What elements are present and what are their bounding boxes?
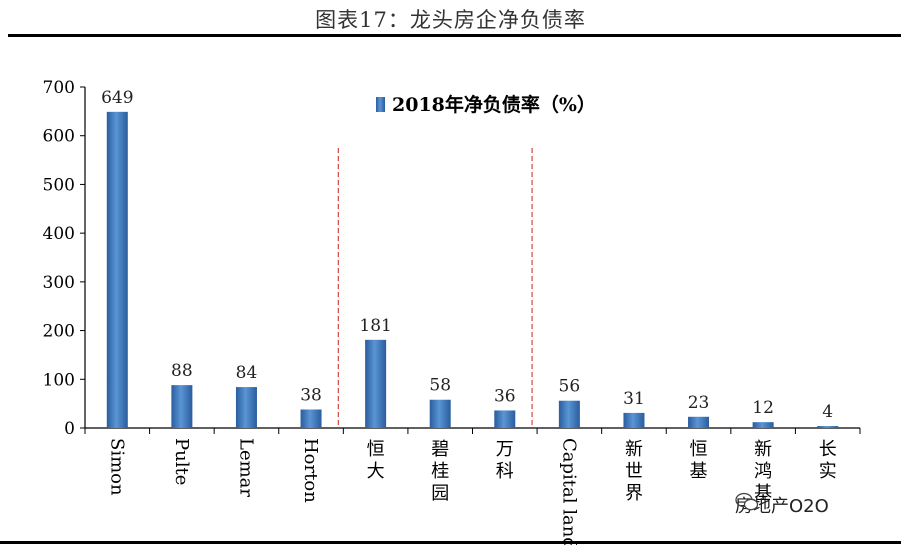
y-tick-label: 700 [43, 78, 75, 98]
x-tick-label: Lemar [235, 438, 256, 497]
data-label: 649 [101, 88, 133, 108]
data-label: 38 [300, 385, 322, 405]
bar [817, 426, 839, 428]
x-tick-label: Capital land [558, 438, 579, 545]
x-tick-label: Simon [106, 438, 127, 496]
bar [688, 416, 710, 428]
data-label: 56 [559, 377, 581, 397]
legend-swatch [376, 97, 385, 112]
x-tick-label: 恒大 [367, 439, 385, 482]
data-label: 88 [171, 361, 193, 381]
y-tick-label: 600 [43, 127, 75, 147]
data-label: 31 [623, 389, 645, 409]
data-label: 84 [236, 363, 258, 383]
watermark: 房地产O2O [735, 492, 829, 518]
data-label: 181 [359, 316, 391, 336]
y-tick-label: 500 [43, 175, 75, 195]
data-label: 23 [688, 393, 710, 413]
x-tick-label: 万科 [496, 439, 514, 482]
bar [558, 400, 580, 428]
x-tick-label: Horton [300, 438, 321, 503]
chart-title: 图表17：龙头房企净负债率 [315, 8, 586, 32]
top-rule [8, 34, 901, 37]
x-tick-label: 新鸿基 [754, 439, 772, 504]
x-tick-label: 新世界 [625, 439, 643, 504]
bar [429, 399, 451, 428]
bar [235, 387, 257, 428]
data-label: 36 [494, 386, 516, 406]
bar [623, 412, 645, 428]
x-tick-label: Pulte [171, 438, 192, 485]
data-label: 12 [752, 398, 774, 418]
wechat-icon [735, 492, 759, 511]
y-tick-label: 200 [43, 322, 75, 342]
legend-label: 2018年净负债率（%） [392, 93, 596, 116]
bar [752, 422, 774, 428]
x-tick-label: 恒基 [690, 439, 708, 482]
legend: 2018年净负债率（%） [376, 93, 596, 116]
y-tick-label: 100 [43, 370, 75, 390]
bar [494, 410, 516, 428]
x-tick-label: 长实 [819, 439, 837, 482]
data-label: 4 [822, 402, 833, 422]
data-label: 58 [429, 376, 451, 396]
y-tick-label: 0 [64, 419, 75, 439]
x-tick-label: 碧桂园 [431, 439, 449, 504]
bar [106, 111, 128, 428]
bottom-rule [0, 541, 901, 544]
y-tick-label: 300 [43, 273, 75, 293]
bar [365, 339, 387, 428]
bar [300, 409, 322, 428]
bar [171, 385, 193, 428]
watermark-text: 房地产O2O [735, 496, 829, 517]
y-tick-label: 400 [43, 224, 75, 244]
